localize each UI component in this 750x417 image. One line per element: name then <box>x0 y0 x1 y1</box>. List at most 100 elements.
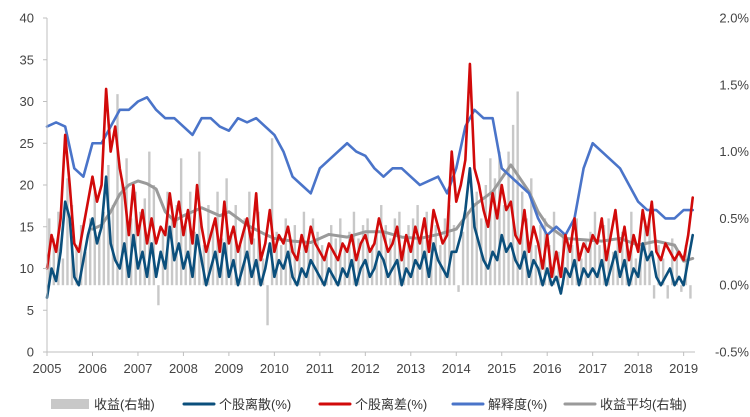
return-bar <box>84 251 87 286</box>
legend-label: 收益(右轴) <box>94 397 155 412</box>
return-bar <box>657 245 660 286</box>
return-bar <box>498 151 501 286</box>
x-tick-label: 2006 <box>78 361 107 376</box>
legend-label: 收益平均(右轴) <box>600 397 687 412</box>
return-bar <box>689 285 692 299</box>
return-bar <box>211 225 215 286</box>
return-bar <box>552 211 556 286</box>
return-bar <box>311 218 315 286</box>
return-bar <box>143 198 146 286</box>
return-bar <box>275 231 278 286</box>
return-bar <box>661 258 665 286</box>
return-bars <box>48 91 692 326</box>
return-bar <box>89 218 92 286</box>
y-right-tick-label: 0.5% <box>719 211 749 226</box>
return-bar <box>257 211 260 286</box>
return-bar <box>593 211 597 286</box>
series-lines <box>45 62 695 300</box>
return-bar <box>584 238 588 286</box>
return-bar <box>248 191 251 286</box>
return-bar <box>348 231 351 286</box>
return-bar <box>202 245 206 286</box>
return-bar <box>457 285 460 292</box>
return-bar <box>361 225 365 286</box>
return-bar <box>334 238 337 286</box>
y-left-tick-label: 10 <box>20 261 34 276</box>
return-bar <box>384 225 387 286</box>
return-bar <box>120 178 124 286</box>
return-bar <box>489 158 492 286</box>
y-left-tick-label: 40 <box>20 11 34 26</box>
return-bar <box>484 185 488 286</box>
return-bar <box>470 198 474 286</box>
y-right-tick-label: 1.0% <box>719 144 749 159</box>
legend-label: 解释度(%) <box>488 397 547 412</box>
explanatory-power-line <box>45 96 695 237</box>
x-tick-label: 2017 <box>578 361 607 376</box>
return-bar <box>139 211 142 286</box>
y-left-tick-label: 5 <box>27 303 34 318</box>
return-bar <box>357 238 360 286</box>
return-bar <box>52 238 56 286</box>
legend-label: 个股离散(%) <box>219 397 291 412</box>
y-left-tick-label: 35 <box>20 52 34 67</box>
return-bar <box>680 285 683 292</box>
return-bar <box>625 245 628 286</box>
return-bar <box>343 245 347 286</box>
x-tick-label: 2009 <box>214 361 243 376</box>
legend-label: 个股离差(%) <box>355 397 427 412</box>
return-bar <box>675 251 679 286</box>
return-bar <box>380 205 383 286</box>
return-bar <box>198 151 201 286</box>
return-bar <box>66 178 69 286</box>
return-bar <box>366 218 369 286</box>
return-bar <box>320 245 324 286</box>
return-bar <box>134 191 137 286</box>
return-bar <box>666 285 669 299</box>
x-tick-label: 2018 <box>624 361 653 376</box>
return-bar <box>425 211 428 286</box>
return-bar <box>530 178 533 286</box>
return-bar <box>175 205 178 286</box>
x-tick-label: 2011 <box>306 361 334 376</box>
return-average-line <box>90 163 695 263</box>
return-bar <box>307 238 310 286</box>
return-bar <box>402 245 406 286</box>
x-tick-label: 2016 <box>533 361 562 376</box>
return-bar <box>330 225 333 286</box>
return-bar <box>79 225 83 286</box>
return-bar <box>448 205 451 286</box>
return-bar <box>302 211 306 286</box>
x-tick-label: 2014 <box>442 361 471 376</box>
y-right-tick-label: -0.5% <box>715 345 749 360</box>
return-bar <box>102 211 106 286</box>
return-bar <box>516 91 519 286</box>
return-bar <box>525 218 528 286</box>
return-bar <box>407 225 410 286</box>
return-bar <box>621 231 624 286</box>
return-bar <box>243 218 247 286</box>
return-bar <box>270 138 274 286</box>
return-bar <box>393 218 397 286</box>
return-bar <box>575 218 578 286</box>
return-bar <box>652 285 656 299</box>
return-bar <box>416 205 419 286</box>
return-bar <box>252 238 256 286</box>
y-right-tick-label: 0.0% <box>719 278 749 293</box>
return-bar <box>602 225 606 286</box>
return-bar <box>298 251 301 286</box>
y-right-tick-label: 2.0% <box>719 11 749 26</box>
return-bar <box>461 231 465 286</box>
return-bar <box>684 245 688 286</box>
x-tick-label: 2013 <box>396 361 425 376</box>
axes: 0 5 10 15 20 25 30 35 40 -0.5% 0.0% 0.5% 1.0% 1.5% 2.0… <box>20 11 750 377</box>
x-tick-label: 2015 <box>487 361 516 376</box>
return-bar <box>98 231 101 286</box>
return-bar <box>75 245 78 286</box>
return-bar <box>93 191 96 286</box>
return-bar <box>589 231 592 286</box>
return-bar <box>189 191 192 286</box>
legend-swatch <box>51 399 89 409</box>
y-left-tick-label: 30 <box>20 94 34 109</box>
